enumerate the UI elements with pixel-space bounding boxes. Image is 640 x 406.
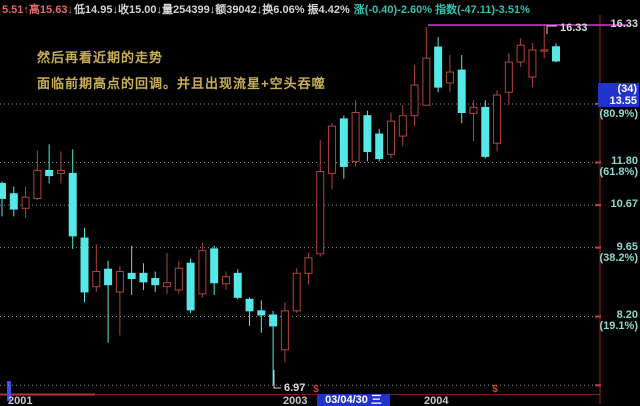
candle-body (304, 257, 313, 274)
candle-body (434, 46, 443, 88)
info-bar-segment: 低14.95↓收15.00↓量254399↓额39042↓换6.06% 振4.4… (73, 4, 353, 16)
candle-body (316, 171, 325, 255)
candle-body (0, 182, 6, 199)
date-axis-year-2001: 2001 (8, 395, 33, 406)
candle-body (493, 94, 502, 144)
candle-body (104, 268, 113, 286)
candle-body (280, 310, 289, 351)
candle-body (174, 267, 183, 291)
annotation-line-1: 然后再看近期的走势 (37, 50, 164, 65)
candle-body (21, 196, 30, 209)
candle-body (80, 237, 89, 293)
candle-body (9, 193, 18, 210)
candle-body (516, 44, 525, 63)
candle-body (375, 133, 384, 160)
candle-body (410, 84, 419, 117)
candle-body (115, 270, 124, 293)
candle-body (469, 106, 478, 114)
candle-body (351, 111, 360, 162)
candle-body (481, 106, 490, 157)
candle-body (245, 298, 254, 312)
candle-body (457, 69, 466, 113)
candle-body (92, 270, 101, 288)
info-bar-segment: 5.51↑高15.63↓ (2, 4, 73, 16)
annotation-line-2: 面临前期高点的回调。并且出现流星+空头吞噬 (37, 76, 326, 91)
candle-body (445, 71, 454, 84)
candle-body (221, 276, 230, 285)
candle-body (292, 272, 301, 312)
candle-body (186, 262, 195, 311)
candle-body (504, 61, 513, 93)
candle-body (163, 282, 172, 288)
candle-body (386, 120, 395, 155)
candle-body (68, 172, 77, 237)
candle-body (552, 46, 560, 62)
candle-body (139, 272, 148, 283)
candle-body (56, 169, 65, 174)
candle-body (339, 118, 348, 167)
candles-layer: $ $ (0, 24, 628, 395)
candle-body (257, 310, 266, 316)
high-callout-line (546, 25, 557, 34)
cursor-box-line1: (34) (617, 83, 637, 95)
candle-body (269, 314, 278, 327)
candle-body (127, 272, 136, 280)
candle-body (540, 49, 549, 52)
candle-body (398, 115, 407, 137)
blue-marker-bar (7, 381, 11, 401)
cursor-price-box: (34) 13.55 (598, 83, 639, 107)
candle-body (151, 278, 160, 286)
candle-body (233, 272, 242, 298)
date-axis-year-2004: 2004 (424, 395, 449, 406)
candle-body (422, 57, 431, 106)
high-marker-label: 16.33 (560, 22, 588, 34)
candle-body (328, 125, 337, 174)
cursor-box-line2: 13.55 (609, 95, 637, 107)
candle-body (198, 250, 207, 295)
candle-body (33, 169, 42, 199)
candle-body (210, 248, 219, 284)
dividend-mark: $ (313, 384, 319, 395)
candle-body (45, 169, 54, 177)
date-axis: 2001 2003 03/04/30 三 2004 (0, 394, 640, 406)
date-axis-year-2003: 2003 (283, 395, 308, 406)
low-callout-line (273, 370, 281, 389)
candle-body (528, 49, 537, 78)
info-bar-segment: 涨(-0.40)-2.60% 指数(-47.11)-3.51% (353, 4, 530, 16)
dividend-mark: $ (492, 384, 498, 395)
low-marker-label: 6.97 (284, 382, 305, 394)
candle-body (363, 115, 372, 153)
stock-info-bar: 5.51↑高15.63↓低14.95↓收15.00↓量254399↓额39042… (2, 1, 638, 16)
selected-date-box: 03/04/30 三 (317, 394, 390, 406)
